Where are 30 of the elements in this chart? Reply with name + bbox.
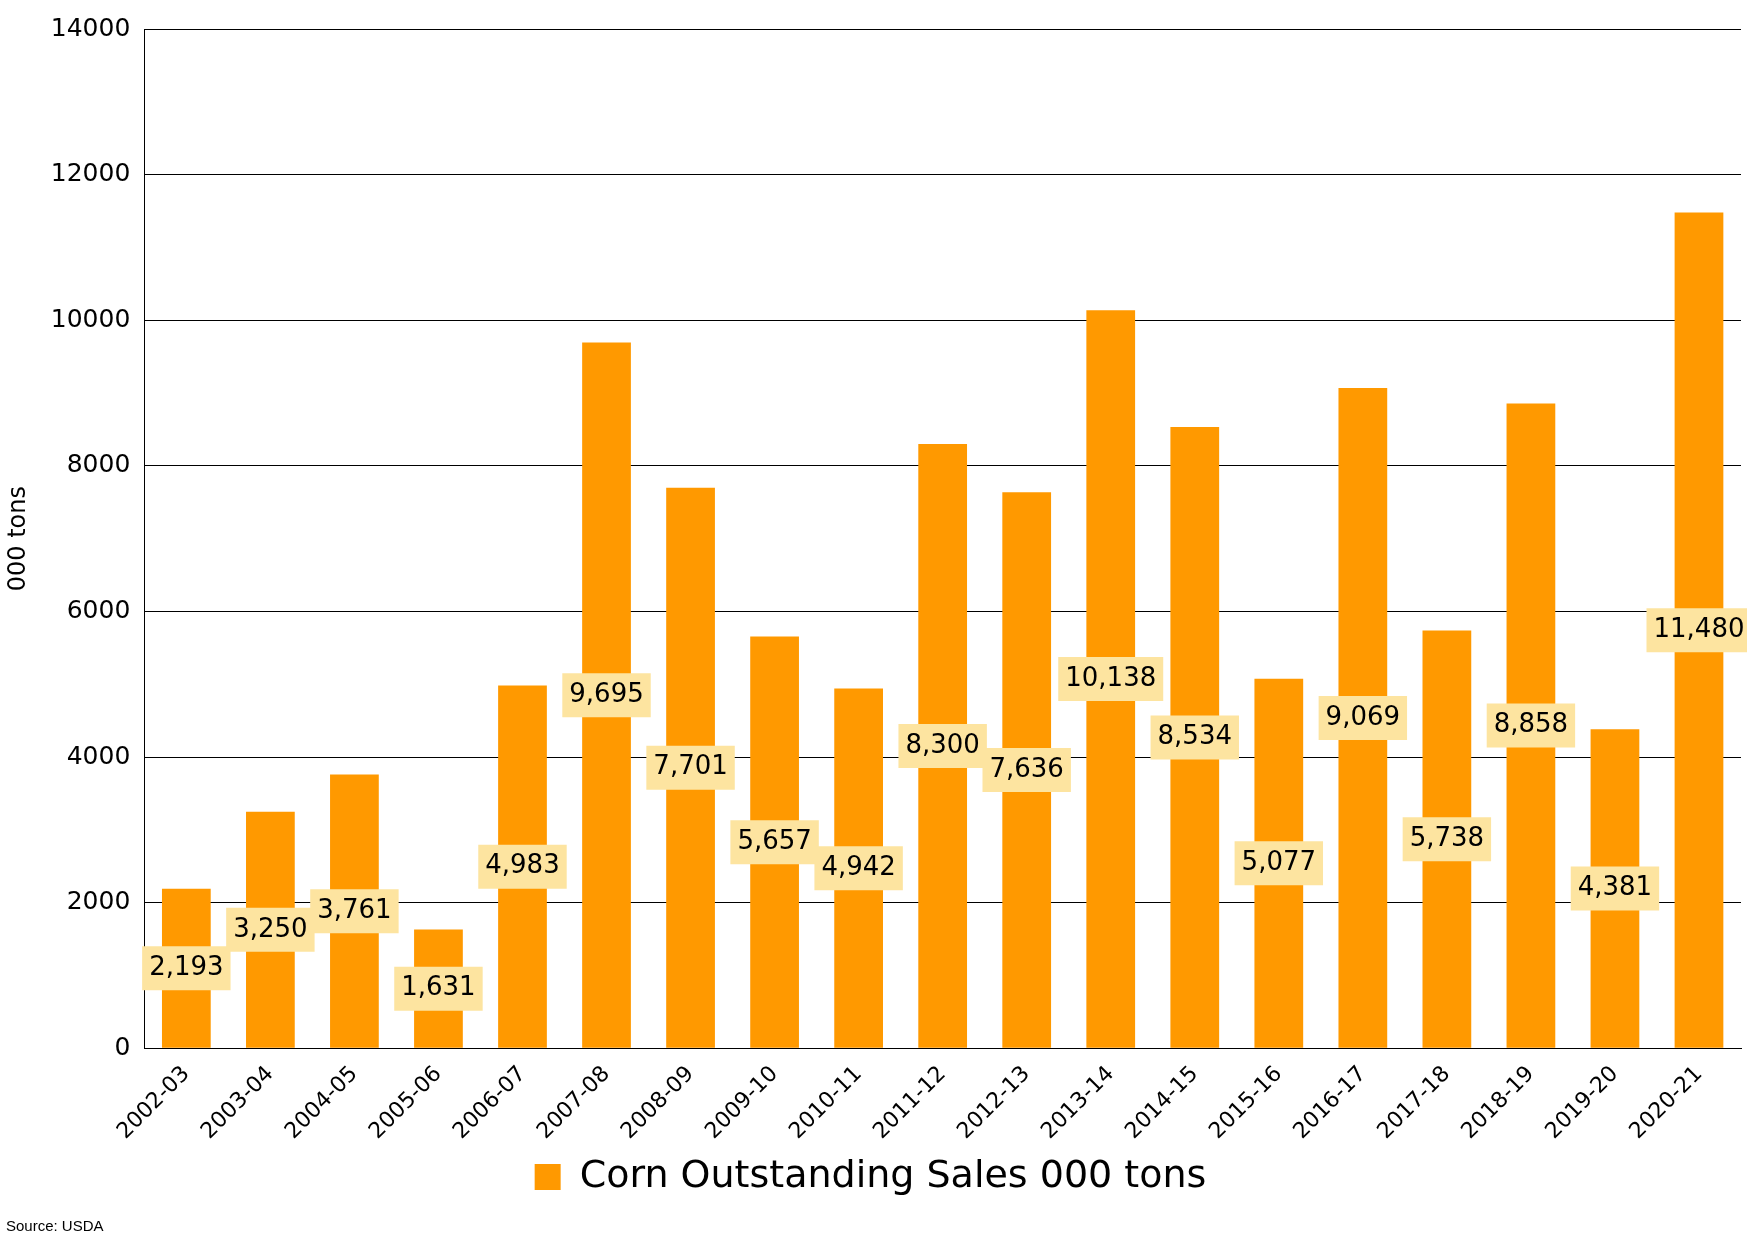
text: 5,657 xyxy=(737,824,812,855)
y-tick-label: 14000 xyxy=(50,12,131,42)
y-tick-label: 0 xyxy=(114,1031,131,1061)
text: 9,069 xyxy=(1325,700,1401,731)
y-tick-label: 8000 xyxy=(66,449,131,479)
text: 1,631 xyxy=(401,971,476,1002)
text: 5,738 xyxy=(1409,821,1485,852)
text: 4,942 xyxy=(821,850,896,881)
text: 3,761 xyxy=(317,893,392,924)
text: 3,250 xyxy=(233,912,308,943)
text: 8,300 xyxy=(905,728,980,759)
text: 11,480 xyxy=(1653,612,1745,643)
y-tick-label: 6000 xyxy=(66,594,131,624)
text: 7,701 xyxy=(653,750,728,781)
text: 7,636 xyxy=(989,752,1064,783)
y-tick-label: 10000 xyxy=(50,303,131,333)
text: 4,983 xyxy=(485,849,560,880)
y-tick-label: 2000 xyxy=(66,886,131,916)
text: 4,381 xyxy=(1577,871,1653,902)
text: 2,193 xyxy=(149,951,224,981)
y-axis-title: 000 tons xyxy=(2,486,31,592)
text: 9,695 xyxy=(569,677,644,708)
text: 10,138 xyxy=(1065,661,1157,692)
text: 5,077 xyxy=(1241,846,1317,877)
text: 8,534 xyxy=(1157,720,1232,751)
legend-label: Corn Outstanding Sales 000 tons xyxy=(579,1151,1207,1196)
text: 8,858 xyxy=(1493,708,1569,739)
y-tick-label: 4000 xyxy=(66,740,131,770)
y-tick-label: 12000 xyxy=(50,158,131,188)
source-note: Source: USDA xyxy=(6,1217,104,1234)
